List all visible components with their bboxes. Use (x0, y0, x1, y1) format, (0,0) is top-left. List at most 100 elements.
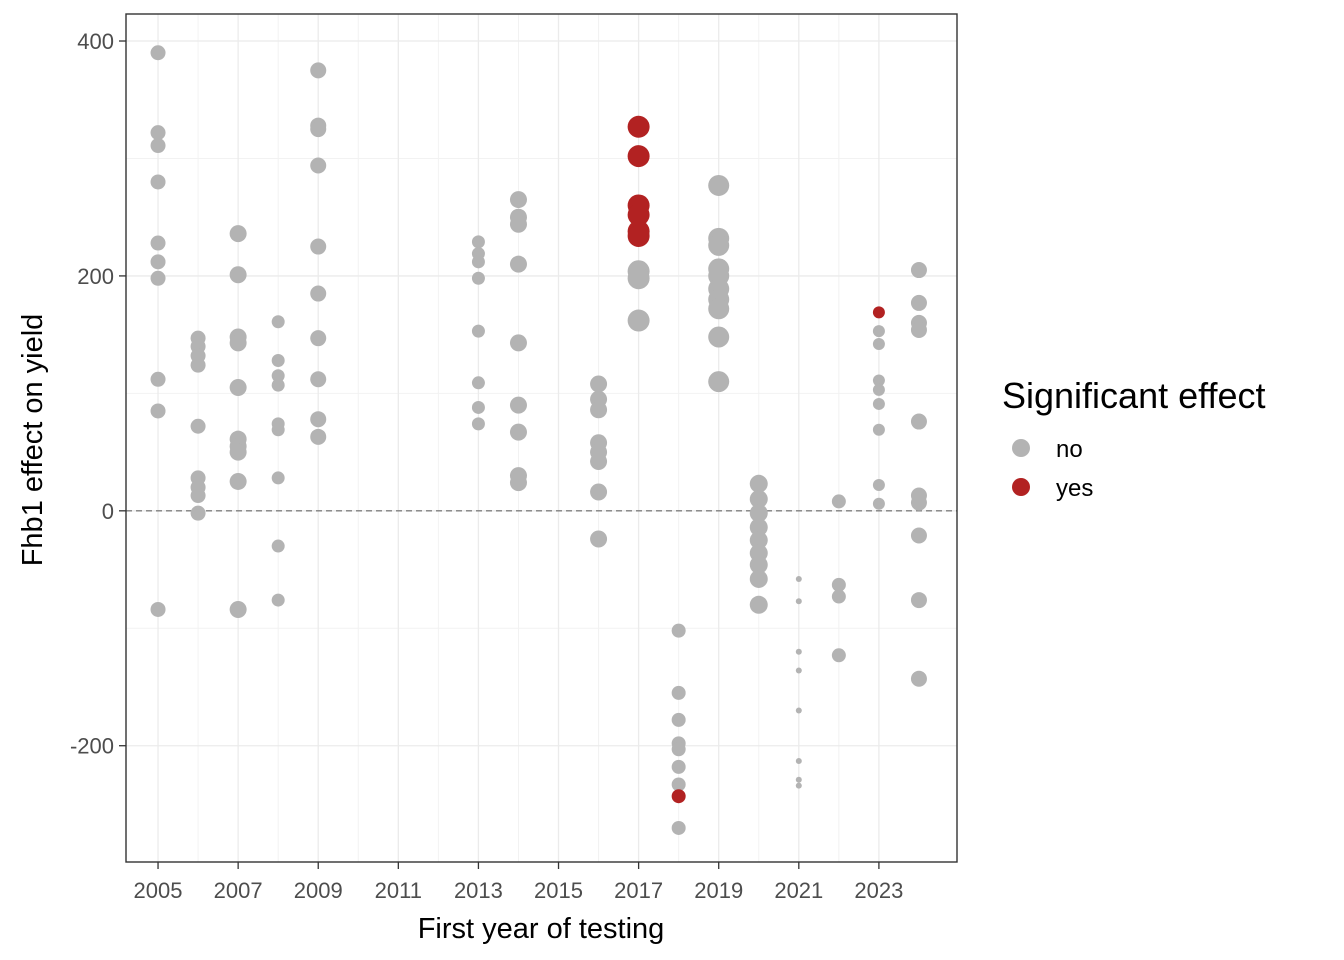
data-point-no (910, 321, 927, 338)
data-point-no (795, 598, 802, 605)
data-point-no (671, 759, 686, 774)
x-tick-label: 2017 (614, 878, 663, 903)
data-point-no (229, 225, 247, 243)
data-point-no (627, 267, 650, 290)
data-point-no (310, 411, 327, 428)
plot-panel-border (125, 13, 958, 863)
data-point-no (749, 569, 768, 588)
legend: Significant effect no yes (1002, 375, 1266, 502)
legend-label-no: no (1056, 436, 1083, 463)
data-point-no (190, 418, 206, 434)
data-point-no (749, 490, 768, 509)
x-axis: 2005 2007 2009 2011 2013 2015 2017 2019 2021 2023 (134, 862, 903, 903)
data-point-no (749, 595, 768, 614)
data-point-no (471, 376, 485, 390)
data-point-no (910, 592, 927, 609)
y-tick-label: 200 (77, 264, 114, 289)
data-point-no (310, 121, 327, 138)
data-point-no (471, 235, 485, 249)
data-point-no (590, 375, 608, 393)
data-point-no (708, 174, 730, 196)
data-point-no (471, 324, 485, 338)
x-tick-label: 2009 (294, 878, 343, 903)
data-point-no (509, 215, 527, 233)
data-point-no (271, 423, 285, 437)
y-tick-label: 400 (77, 29, 114, 54)
legend-title: Significant effect (1002, 375, 1266, 416)
data-point-no (590, 483, 608, 501)
data-point-no (509, 423, 527, 441)
legend-key-yes (1012, 478, 1030, 496)
data-point-no (795, 667, 802, 674)
data-point-no (831, 589, 846, 604)
data-point-no (795, 782, 802, 789)
data-point-no (749, 504, 768, 523)
data-point-no (150, 371, 166, 387)
data-point-no (310, 330, 327, 347)
data-point-no (509, 474, 527, 492)
data-point-yes (671, 789, 686, 804)
data-point-no (910, 527, 927, 544)
data-point-no (310, 157, 327, 174)
data-point-no (872, 374, 885, 387)
data-point-no (271, 369, 285, 383)
data-point-no (229, 266, 247, 284)
data-point-no (150, 270, 166, 286)
y-axis-title: Fhb1 effect on yield (17, 314, 49, 567)
data-point-no (509, 396, 527, 414)
data-point-no (910, 494, 927, 511)
data-point-no (795, 757, 802, 764)
y-tick-label: 0 (102, 499, 114, 524)
data-point-no (831, 577, 846, 592)
data-point-yes (872, 306, 885, 319)
data-point-no (150, 125, 166, 141)
data-point-no (671, 712, 686, 727)
data-point-no (627, 309, 650, 332)
data-point-no (872, 338, 885, 351)
legend-key-no (1012, 439, 1030, 457)
data-point-no (831, 494, 846, 509)
x-tick-label: 2023 (854, 878, 903, 903)
data-point-no (229, 443, 247, 461)
data-point-no (708, 234, 730, 256)
x-tick-label: 2005 (134, 878, 183, 903)
data-point-no (310, 428, 327, 445)
data-point-no (910, 294, 927, 311)
data-point-no (150, 138, 166, 154)
data-point-no (509, 334, 527, 352)
data-point-no (271, 378, 285, 392)
data-point-no (471, 255, 485, 269)
data-point-no (471, 417, 485, 431)
data-point-no (708, 298, 730, 320)
data-point-no (310, 285, 327, 302)
data-point-no (310, 371, 327, 388)
data-point-no (271, 353, 285, 367)
data-point-no (590, 530, 608, 548)
data-point-no (671, 820, 686, 835)
data-point-yes (627, 145, 650, 168)
data-point-no (749, 518, 768, 537)
data-point-no (271, 471, 285, 485)
data-point-no (872, 325, 885, 338)
data-point-no (150, 254, 166, 270)
data-point-no (910, 413, 927, 430)
data-point-no (190, 488, 206, 504)
data-point-no (831, 648, 846, 663)
data-point-no (671, 777, 686, 792)
data-point-no (590, 401, 608, 419)
data-point-no (271, 539, 285, 553)
data-point-no (749, 555, 768, 574)
data-point-yes (627, 115, 650, 138)
x-tick-label: 2007 (214, 878, 263, 903)
legend-label-yes: yes (1056, 475, 1093, 502)
data-point-no (190, 505, 206, 521)
data-point-no (150, 174, 166, 190)
data-point-no (872, 397, 885, 410)
data-point-no (509, 191, 527, 209)
data-point-no (590, 452, 608, 470)
minor-gridlines (126, 14, 957, 862)
y-axis: -200 0 200 400 (70, 29, 126, 759)
data-point-no (310, 62, 327, 79)
data-point-no (150, 403, 166, 419)
x-tick-label: 2021 (774, 878, 823, 903)
